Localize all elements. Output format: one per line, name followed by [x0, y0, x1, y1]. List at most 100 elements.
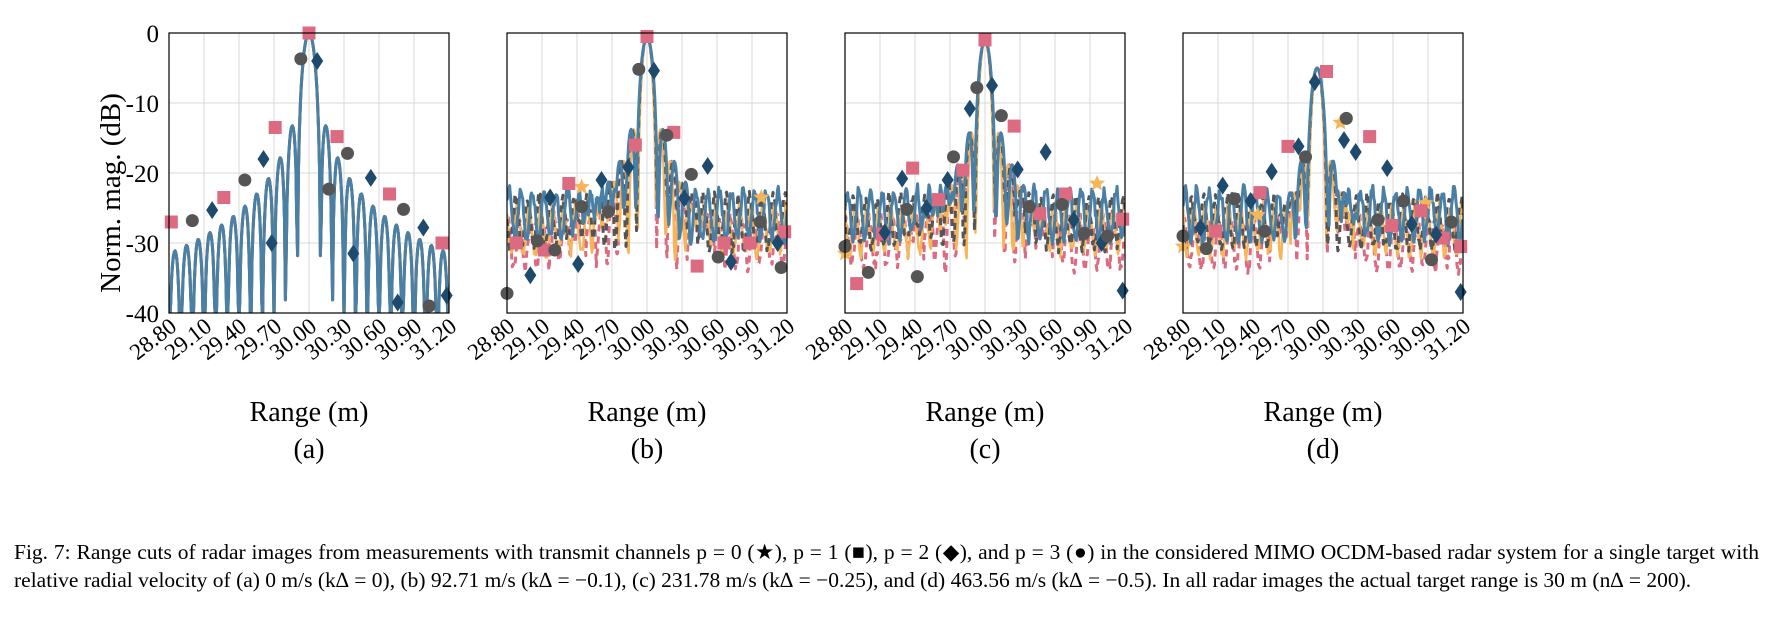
y-tick-label: -30	[126, 231, 159, 258]
diamond-marker-p2	[572, 255, 585, 273]
circle-marker-p3	[947, 150, 960, 164]
square-marker-p1	[850, 277, 864, 291]
circle-marker-p3	[1199, 242, 1213, 256]
diamond-marker-p2	[265, 234, 278, 252]
square-marker-p1	[931, 193, 945, 207]
circle-marker-p3	[1077, 226, 1091, 240]
diamond-marker-p2	[622, 158, 635, 177]
circle-marker-p3	[1055, 198, 1069, 211]
chart-panel: 28.8029.1029.4029.7030.0030.3030.6030.90…	[801, 32, 1137, 465]
diamond-marker-p2	[878, 223, 891, 242]
y-tick-label: -20	[126, 161, 159, 188]
y-tick-label: 0	[147, 21, 160, 48]
x-axis-label: Range (m)	[588, 397, 707, 428]
diamond-marker-p2	[391, 293, 404, 312]
square-marker-p1	[690, 259, 704, 273]
star-marker-p0	[1088, 175, 1106, 191]
circle-marker-p3	[1299, 150, 1312, 164]
circle-marker-p3	[322, 182, 336, 196]
circle-marker-p3	[397, 202, 410, 216]
square-marker-p1	[1281, 139, 1295, 153]
x-axis-label: Range (m)	[926, 397, 1045, 428]
x-axis-label: Range (m)	[250, 397, 369, 428]
square-marker-p1	[268, 121, 282, 134]
subfigure-label: (a)	[293, 434, 324, 465]
diamond-marker-p2	[896, 169, 909, 188]
circle-marker-p3	[660, 128, 674, 142]
circle-marker-p3	[970, 81, 984, 95]
square-marker-p1	[743, 236, 757, 250]
diamond-marker-p2	[440, 286, 453, 305]
diamond-marker-p2	[1265, 162, 1278, 181]
square-marker-p1	[330, 130, 344, 144]
circle-marker-p3	[684, 167, 698, 181]
y-tick-label: -10	[126, 91, 159, 118]
diamond-marker-p2	[725, 252, 737, 271]
diamond-marker-p2	[1216, 176, 1229, 195]
subfigure-label: (b)	[631, 434, 664, 465]
square-marker-p1	[383, 187, 396, 201]
diamond-marker-p2	[1430, 225, 1443, 244]
diamond-marker-p2	[648, 61, 660, 80]
diamond-marker-p2	[963, 99, 976, 118]
circle-marker-p3	[774, 261, 788, 274]
circle-marker-p3	[1258, 224, 1272, 238]
circle-marker-p3	[185, 214, 199, 228]
square-marker-p1	[628, 138, 642, 152]
y-axis-label: Norm. mag. (dB)	[95, 93, 127, 293]
square-marker-p1	[1116, 212, 1130, 226]
square-marker-p1	[717, 236, 731, 250]
circle-marker-p3	[238, 173, 252, 187]
diamond-marker-p2	[1116, 281, 1129, 300]
circle-marker-p3	[1444, 215, 1458, 229]
square-marker-p1	[1059, 187, 1072, 201]
subfigure-label: (c)	[969, 434, 1000, 465]
circle-marker-p3	[422, 299, 436, 313]
chart-panel: 0-10-20-30-4028.8029.1029.4029.7030.0030…	[125, 21, 461, 465]
plot-frame	[506, 32, 788, 314]
square-marker-p1	[640, 30, 654, 43]
circle-marker-p3	[1371, 213, 1385, 227]
diamond-marker-p2	[524, 266, 537, 285]
caption-line-3: (k∆ = −0.25), and (d) 463.56 m/s (k∆ = −…	[762, 568, 1692, 592]
plot-frame	[1182, 32, 1464, 314]
circle-marker-p3	[994, 109, 1008, 123]
circle-marker-p3	[548, 243, 562, 257]
circle-marker-p3	[530, 234, 544, 248]
diamond-marker-p2	[206, 201, 219, 220]
figure-caption: Fig. 7: Range cuts of radar images from …	[14, 538, 1759, 594]
circle-marker-p3	[1397, 194, 1410, 208]
y-tick-label: -40	[126, 301, 159, 328]
diamond-marker-p2	[771, 234, 784, 252]
square-marker-p1	[537, 243, 551, 257]
diamond-marker-p2	[1308, 73, 1321, 91]
circle-marker-p3	[1339, 111, 1353, 125]
diamond-marker-p2	[920, 199, 933, 217]
diamond-marker-p2	[1454, 283, 1467, 301]
square-marker-p1	[978, 33, 992, 47]
plot-frame	[844, 32, 1126, 314]
square-marker-p1	[1320, 65, 1333, 78]
diamond-marker-p2	[1039, 143, 1052, 161]
diamond-marker-p2	[364, 168, 377, 187]
caption-line-2: MIMO OCDM-based radar system for a singl…	[14, 540, 1759, 592]
square-marker-p1	[1007, 119, 1021, 133]
diamond-marker-p2	[257, 150, 270, 168]
star-marker-p0	[1249, 206, 1266, 222]
diamond-marker-p2	[986, 76, 998, 95]
square-marker-p1	[778, 225, 792, 239]
circle-marker-p3	[1227, 192, 1241, 206]
diamond-marker-p2	[1194, 218, 1207, 237]
figure: Norm. mag. (dB) 0 -10 -20 -30 -40 28.8029.102…	[95, 21, 1475, 465]
chart-panel: 28.8029.1029.4029.7030.0030.3030.6030.90…	[463, 30, 799, 465]
square-marker-p1	[509, 236, 523, 250]
diamond-marker-p2	[1244, 192, 1257, 210]
circle-marker-p3	[861, 265, 875, 279]
circle-marker-p3	[575, 200, 589, 214]
circle-marker-p3	[1101, 229, 1114, 243]
x-axis-label: Range (m)	[1264, 397, 1383, 428]
circle-marker-p3	[602, 205, 615, 218]
star-marker-p0	[573, 178, 590, 194]
star-marker-p0	[753, 189, 770, 205]
chart-panel: 28.8029.1029.4029.7030.0030.3030.6030.90…	[1139, 32, 1475, 465]
